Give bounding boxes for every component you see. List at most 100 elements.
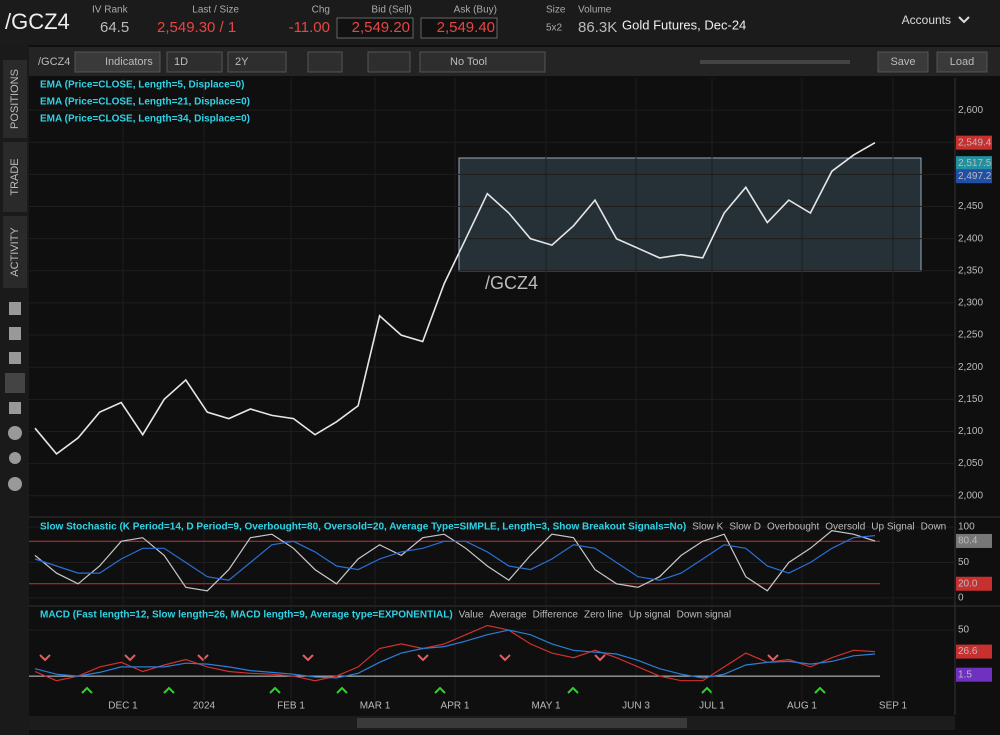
x-tick-label: AUG 1 [787, 701, 817, 712]
legend-entry: Slow D [729, 522, 761, 533]
label: IV Rank [92, 5, 129, 16]
x-tick-label: JUL 1 [699, 701, 725, 712]
icon[interactable] [9, 327, 21, 340]
icon[interactable] [8, 477, 22, 491]
price-tag [956, 135, 992, 150]
legend-entry: Zero line [584, 610, 623, 621]
value: 2,549.20 [352, 19, 410, 36]
price-tag [956, 169, 992, 184]
ask-button[interactable] [420, 17, 498, 39]
y-tick-label: 2,000 [958, 490, 983, 501]
label: Last / Size [192, 5, 239, 16]
button-label: Load [950, 56, 974, 68]
icon[interactable] [9, 352, 21, 364]
value: 2,549.40 [437, 19, 495, 36]
toolbar-symbol: /GCZ4 [38, 56, 70, 68]
price-tag-label: 26.6 [958, 646, 978, 657]
y-tick-label: 0 [958, 593, 964, 604]
legend-entry: Average [490, 610, 528, 621]
price-tag [956, 533, 992, 548]
icon[interactable] [9, 402, 21, 414]
description: Gold Futures, Dec-24 [622, 17, 746, 32]
load-button[interactable] [936, 51, 988, 73]
indicator-line [34, 629, 876, 679]
tool-select[interactable] [419, 51, 546, 73]
tab-label: ACTIVITY [9, 227, 21, 277]
y-tick-label: 100 [958, 522, 975, 533]
button-label: Indicators [105, 56, 153, 68]
indicator-label: EMA (Price=CLOSE, Length=5, Displace=0) [40, 80, 244, 91]
price-tag-label: 1.5 [958, 669, 972, 680]
signal-arrows [39, 654, 826, 694]
indicators-button[interactable] [74, 51, 161, 73]
indicator-title: MACD (Fast length=12, Slow length=26, MA… [40, 610, 453, 621]
label: Ask (Buy) [454, 5, 497, 16]
y-tick-label: 2,600 [958, 105, 983, 116]
y-tick-label: 2,350 [958, 265, 983, 276]
x-tick-label: APR 1 [441, 701, 470, 712]
label: Chg [312, 5, 330, 16]
sidebar-icons [5, 302, 25, 491]
price-tag [956, 156, 992, 171]
legend-entry: Up Signal [871, 522, 914, 533]
y-tick-label: 2,200 [958, 362, 983, 373]
price-tag [956, 576, 992, 591]
watermark: /GCZ4 [485, 273, 538, 293]
drawing-button[interactable] [367, 51, 411, 73]
label: Volume [578, 5, 612, 16]
aggregation-select[interactable] [166, 51, 223, 73]
y-tick-label: 2,400 [958, 233, 983, 244]
indicator-line [34, 624, 876, 682]
legend-entry: Difference [533, 610, 579, 621]
legend-entry: Down [921, 522, 947, 533]
x-tick-label: 2024 [193, 701, 216, 712]
y-tick-label: 2,100 [958, 426, 983, 437]
y-tick-label: 2,450 [958, 201, 983, 212]
icon[interactable] [8, 426, 22, 440]
value: 64.5 [100, 19, 129, 36]
legend-entry: Slow K [692, 522, 723, 533]
price-line [34, 142, 876, 455]
legend-entry: Up signal [629, 610, 671, 621]
y-tick-label: 2,150 [958, 394, 983, 405]
price-tag [956, 667, 992, 682]
value: 5x2 [546, 23, 563, 34]
y-tick-label: 2,250 [958, 330, 983, 341]
legend-entry: Value [459, 610, 484, 621]
tab-label: POSITIONS [9, 69, 21, 129]
icon[interactable] [9, 452, 21, 464]
x-tick-label: SEP 1 [879, 701, 908, 712]
bid-button[interactable] [336, 17, 414, 39]
button-label: Save [890, 56, 915, 68]
save-button[interactable] [877, 51, 929, 73]
y-tick-label: 50 [958, 557, 970, 568]
value: 2,549.30 / 1 [157, 19, 236, 36]
price-tag [956, 644, 992, 659]
indicator-title: Slow Stochastic (K Period=14, D Period=9… [40, 522, 686, 533]
symbol[interactable]: /GCZ4 [5, 9, 70, 34]
tab-label: TRADE [9, 158, 21, 195]
tab[interactable] [3, 142, 27, 212]
label: Bid (Sell) [371, 5, 412, 16]
header-bar [0, 0, 1000, 45]
x-tick-label: FEB 1 [277, 701, 305, 712]
accounts-menu[interactable]: Accounts [902, 13, 951, 27]
y-tick-label: 50 [958, 625, 970, 636]
legend-entry: Down signal [677, 610, 731, 621]
zoom-slider[interactable] [700, 60, 850, 64]
price-tag-label: 20.0 [958, 578, 978, 589]
period-select[interactable] [227, 51, 287, 73]
price-zone[interactable] [458, 157, 922, 272]
icon[interactable] [5, 373, 25, 393]
style-button[interactable] [307, 51, 343, 73]
tab[interactable] [3, 216, 27, 288]
y-tick-label: 2,300 [958, 298, 983, 309]
up-arrows [81, 686, 826, 694]
indicator-line [34, 535, 876, 581]
tab[interactable] [3, 60, 27, 138]
scroll-thumb[interactable] [357, 718, 687, 728]
value: -11.00 [289, 19, 330, 36]
y-tick-label: 2,050 [958, 458, 983, 469]
icon[interactable] [9, 302, 21, 315]
